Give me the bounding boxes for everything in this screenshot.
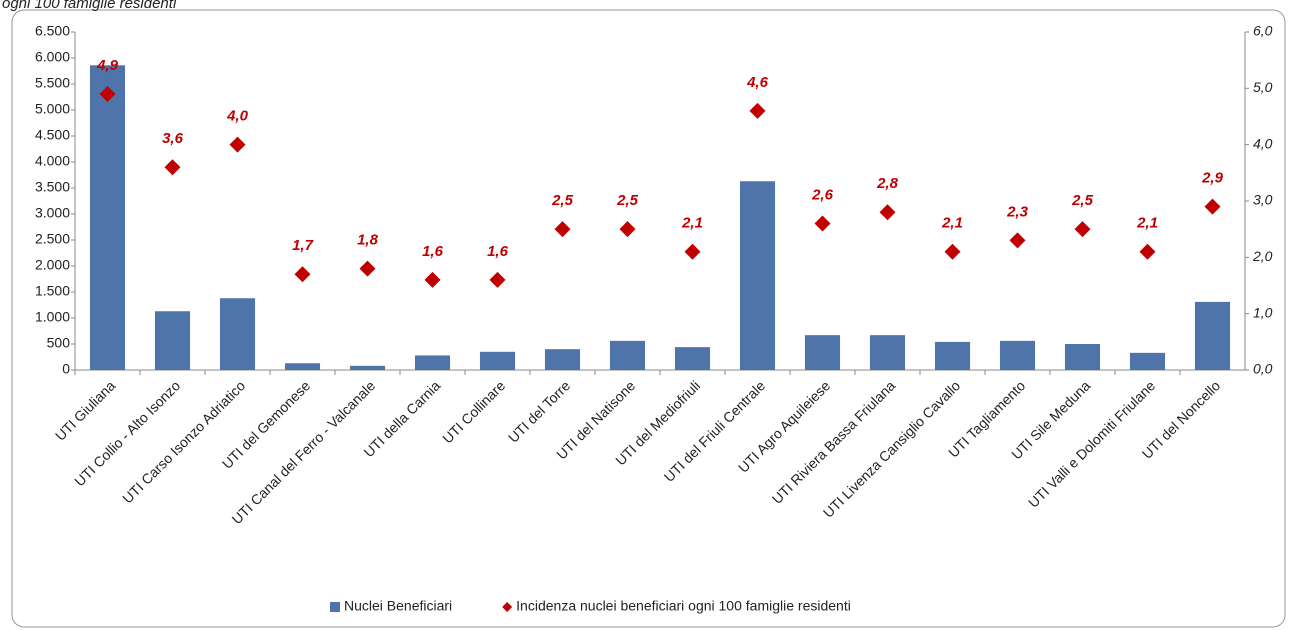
data-label: 2,1 [681, 215, 703, 232]
bar [934, 341, 971, 370]
marker [1204, 198, 1221, 215]
bar [1129, 352, 1166, 370]
y-tick-label: 1.500 [35, 283, 70, 299]
bar [739, 181, 776, 370]
y-tick-label: 2.500 [35, 231, 70, 247]
data-label: 2,3 [1006, 203, 1029, 220]
y-tick-label: 2.000 [35, 257, 70, 273]
data-label: 2,5 [616, 192, 639, 209]
chart-title: ogni 100 famiglie residenti [2, 0, 177, 12]
legend-swatch [330, 602, 340, 612]
y-tick-label: 3.000 [35, 205, 70, 221]
marker [359, 260, 376, 277]
marker [814, 215, 831, 232]
y-tick-label: 500 [47, 335, 71, 351]
data-label: 1,8 [357, 232, 379, 249]
data-label: 1,7 [292, 237, 314, 254]
data-label: 2,9 [1201, 170, 1224, 187]
marker [1009, 232, 1026, 249]
data-label: 2,5 [1071, 192, 1094, 209]
y2-tick-label: 2,0 [1252, 248, 1273, 264]
marker [1139, 243, 1156, 260]
bar [609, 340, 646, 370]
y-tick-label: 0 [62, 361, 70, 377]
bar [1194, 301, 1231, 370]
marker [294, 266, 311, 283]
data-label: 1,6 [422, 243, 444, 260]
bar [999, 340, 1036, 370]
y2-tick-label: 1,0 [1253, 304, 1273, 320]
y-tick-label: 1.000 [35, 309, 70, 325]
marker [749, 102, 766, 119]
y-tick-label: 4.000 [35, 153, 70, 169]
marker [1074, 221, 1091, 238]
bar [349, 365, 386, 370]
marker [229, 136, 246, 153]
bar [89, 65, 126, 370]
data-label: 2,5 [551, 192, 574, 209]
marker [944, 243, 961, 260]
y2-tick-label: 0,0 [1253, 361, 1273, 377]
bar [154, 311, 191, 370]
marker [619, 221, 636, 238]
data-label: 4,6 [746, 74, 769, 91]
chart-frame [11, 9, 1286, 628]
y-tick-label: 5.500 [35, 75, 70, 91]
y2-tick-label: 4,0 [1253, 135, 1273, 151]
data-label: 2,1 [1136, 215, 1158, 232]
y-tick-label: 5.000 [35, 101, 70, 117]
y-tick-label: 6.000 [35, 49, 70, 65]
legend-label: Nuclei Beneficiari [344, 598, 452, 614]
marker [164, 159, 181, 176]
bar [284, 363, 321, 370]
y-tick-label: 4.500 [35, 127, 70, 143]
y2-tick-label: 3,0 [1253, 192, 1273, 208]
legend-swatch [502, 602, 513, 612]
y2-tick-label: 6,0 [1253, 23, 1273, 39]
marker [489, 271, 506, 288]
legend-label: Incidenza nuclei beneficiari ogni 100 fa… [516, 598, 851, 614]
data-label: 2,6 [811, 187, 834, 204]
data-label: 3,6 [162, 130, 184, 147]
bar [674, 347, 711, 370]
bar [869, 335, 906, 370]
y-tick-label: 3.500 [35, 179, 70, 195]
y2-tick-label: 5,0 [1253, 79, 1273, 95]
data-label: 2,1 [941, 215, 963, 232]
data-label: 2,8 [876, 175, 899, 192]
bar [414, 355, 451, 370]
marker [554, 221, 571, 238]
bar [219, 298, 256, 370]
marker [424, 271, 441, 288]
data-label: 4,9 [96, 57, 119, 74]
marker [879, 204, 896, 221]
data-label: 4,0 [226, 108, 249, 125]
marker [684, 243, 701, 260]
bar [804, 335, 841, 370]
y-tick-label: 6.500 [35, 23, 70, 39]
bar [479, 351, 516, 370]
data-label: 1,6 [487, 243, 509, 260]
bar [544, 349, 581, 370]
marker [99, 85, 116, 102]
bar [1064, 344, 1101, 370]
